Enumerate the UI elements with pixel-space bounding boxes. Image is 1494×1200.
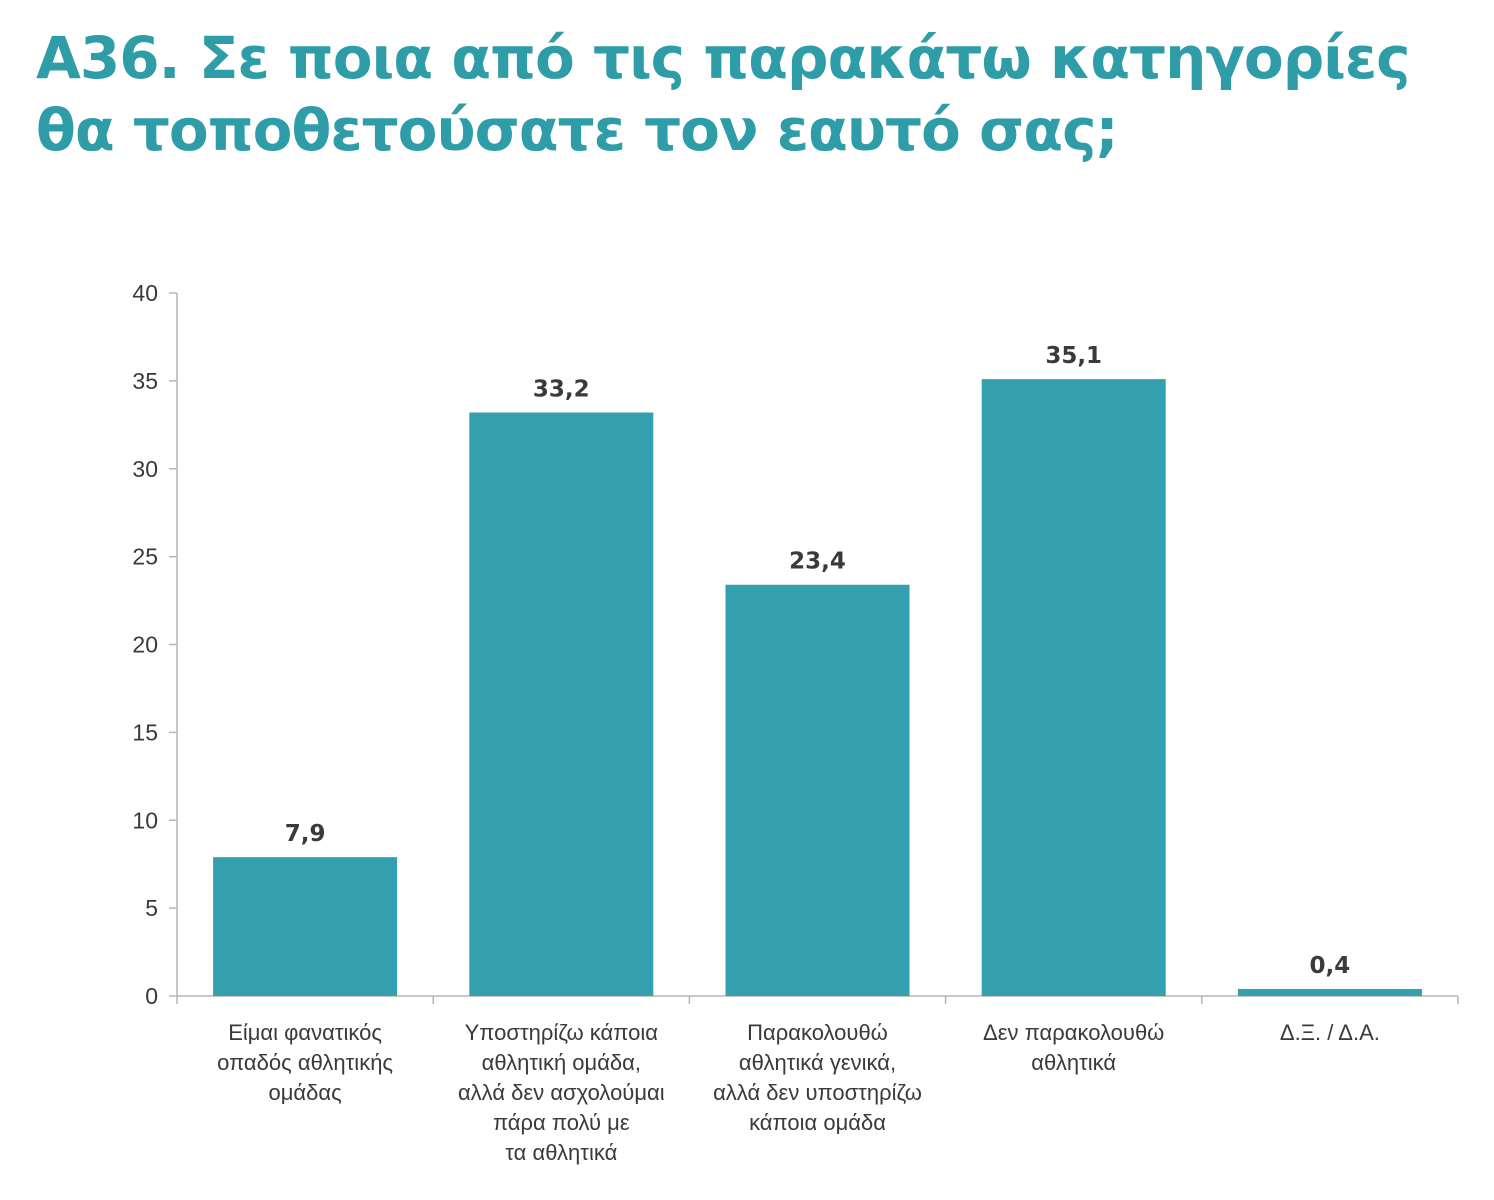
category-label-line: Δ.Ξ. / Δ.Α. xyxy=(1280,1020,1380,1045)
y-tick-label: 10 xyxy=(132,807,158,833)
category-label-line: Υποστηρίζω κάποια xyxy=(465,1020,659,1045)
category-label-line: Είμαι φανατικός xyxy=(228,1020,382,1045)
y-tick-label: 5 xyxy=(145,895,158,921)
category-label-line: πάρα πολύ με xyxy=(493,1110,630,1135)
value-labels: 7,9 33,2 23,4 35,1 0,4 xyxy=(285,343,1351,979)
category-label: Δ.Ξ. / Δ.Α. xyxy=(1280,1020,1380,1045)
category-label-line: αθλητική ομάδα, xyxy=(482,1050,641,1075)
bar xyxy=(981,379,1166,996)
data-label: 23,4 xyxy=(789,549,846,575)
category-label-line: αλλά δεν υποστηρίζω xyxy=(713,1080,922,1105)
y-tick-label: 40 xyxy=(132,280,158,306)
category-label-line: αθλητικά xyxy=(1031,1050,1116,1075)
category-labels: Είμαι φανατικός οπαδός αθλητικής ομάδας Υπο… xyxy=(217,1020,1380,1165)
data-label: 33,2 xyxy=(533,377,590,403)
y-tick-label: 35 xyxy=(132,368,158,394)
category-label-line: τα αθλητικά xyxy=(505,1140,617,1165)
y-tick-label: 20 xyxy=(132,632,158,658)
bars xyxy=(213,379,1422,996)
category-label: Παρακολουθώ αθλητικά γενικά, αλλά δεν υποσ… xyxy=(713,1020,922,1135)
chart-title-line-1: Α36. Σε ποια από τις παρακάτω κατηγορίες xyxy=(36,24,1410,92)
category-label-line: Παρακολουθώ xyxy=(747,1020,888,1045)
y-axis: 0 5 10 15 20 25 30 35 40 xyxy=(132,280,178,1009)
y-tick-label: 15 xyxy=(132,719,158,745)
category-label-line: ομάδας xyxy=(268,1080,341,1105)
category-label: Υποστηρίζω κάποια αθλητική ομάδα, αλλά δεν… xyxy=(458,1020,665,1165)
bar xyxy=(725,584,910,996)
bar xyxy=(213,857,398,996)
x-axis xyxy=(176,995,1459,1004)
category-label: Δεν παρακολουθώ αθλητικά xyxy=(983,1020,1164,1075)
chart-title: Α36. Σε ποια από τις παρακάτω κατηγορίες… xyxy=(36,22,1410,166)
category-label-line: αθλητικά γενικά, xyxy=(739,1050,896,1075)
chart-title-line-2: θα τοποθετούσατε τον εαυτό σας; xyxy=(36,96,1119,164)
category-label-line: κάποια ομάδα xyxy=(749,1110,886,1135)
category-label-line: αλλά δεν ασχολούμαι xyxy=(458,1080,665,1105)
y-tick-label: 25 xyxy=(132,544,158,570)
y-tick-label: 0 xyxy=(145,983,158,1009)
bar xyxy=(1237,988,1422,996)
y-tick-label: 30 xyxy=(132,456,158,482)
data-label: 35,1 xyxy=(1045,343,1102,369)
category-label-line: οπαδός αθλητικής xyxy=(217,1050,393,1075)
category-label: Είμαι φανατικός οπαδός αθλητικής ομάδας xyxy=(217,1020,393,1105)
bar xyxy=(469,412,654,996)
data-label: 7,9 xyxy=(285,821,326,847)
category-label-line: Δεν παρακολουθώ xyxy=(983,1020,1164,1045)
data-label: 0,4 xyxy=(1310,953,1351,979)
